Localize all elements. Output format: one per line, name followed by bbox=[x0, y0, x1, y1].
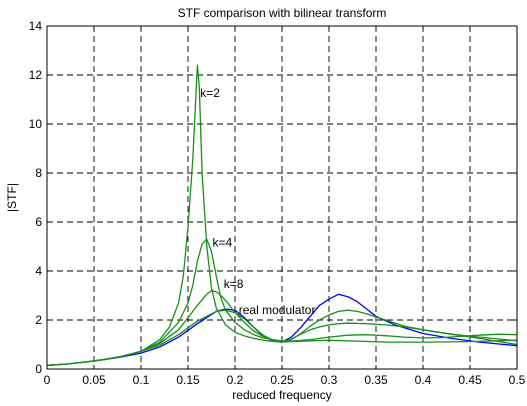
y-tick-label: 4 bbox=[35, 264, 42, 278]
x-tick-label: 0.25 bbox=[270, 373, 294, 387]
series-line-3 bbox=[46, 238, 518, 366]
series-line-2 bbox=[46, 64, 518, 366]
series-annotation: k=2 bbox=[200, 86, 220, 100]
annotations: k=2 k=4 k=8 real modulator bbox=[200, 86, 315, 317]
y-tick-label: 2 bbox=[35, 313, 42, 327]
x-tick-label: 0.4 bbox=[415, 373, 432, 387]
y-tick-label: 0 bbox=[35, 362, 42, 376]
y-tick-label: 6 bbox=[35, 215, 42, 229]
series-annotation: k=8 bbox=[224, 277, 244, 291]
y-tick-label: 12 bbox=[29, 68, 43, 82]
y-axis-title: |STF| bbox=[5, 183, 19, 212]
axis-ticks: 0 0.05 0.1 0.15 0.2 0.25 0.3 0.35 0.4 0.45 0.5 0 2 4 6… bbox=[29, 19, 526, 387]
x-tick-label: 0.15 bbox=[176, 373, 200, 387]
y-tick-label: 8 bbox=[35, 166, 42, 180]
x-tick-label: 0.2 bbox=[227, 373, 244, 387]
x-tick-label: 0.5 bbox=[509, 373, 526, 387]
series-line-4 bbox=[46, 289, 518, 366]
x-tick-label: 0.35 bbox=[364, 373, 388, 387]
x-tick-label: 0.05 bbox=[82, 373, 106, 387]
x-axis-title: reduced frequency bbox=[232, 388, 331, 402]
y-tick-label: 14 bbox=[29, 19, 43, 33]
chart-title: STF comparison with bilinear transform bbox=[178, 6, 387, 20]
x-tick-label: 0.45 bbox=[458, 373, 482, 387]
x-tick-label: 0.1 bbox=[133, 373, 150, 387]
series-lines bbox=[46, 64, 518, 366]
series-annotation: k=4 bbox=[212, 236, 232, 250]
series-line-5 bbox=[46, 309, 518, 366]
y-tick-label: 10 bbox=[29, 117, 43, 131]
x-tick-label: 0.3 bbox=[321, 373, 338, 387]
x-tick-label: 0 bbox=[44, 373, 51, 387]
series-annotation: real modulator bbox=[239, 303, 316, 317]
